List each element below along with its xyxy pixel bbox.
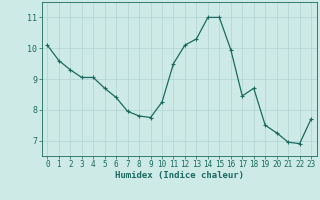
X-axis label: Humidex (Indice chaleur): Humidex (Indice chaleur): [115, 171, 244, 180]
